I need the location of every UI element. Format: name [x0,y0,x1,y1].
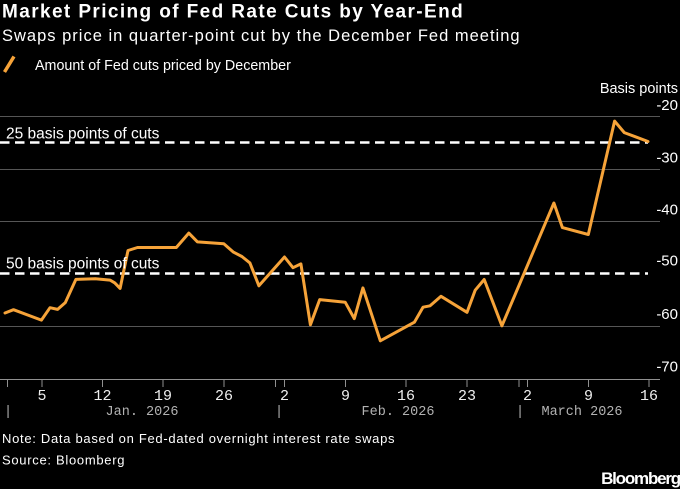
svg-text:-50: -50 [656,253,678,270]
svg-text:-60: -60 [656,306,678,323]
svg-text:Bloomberg: Bloomberg [601,469,680,488]
svg-text:9: 9 [584,388,593,405]
svg-text:Basis points: Basis points [600,81,678,97]
svg-text:-70: -70 [656,359,678,376]
svg-text:-30: -30 [656,150,678,167]
svg-text:16: 16 [397,388,415,405]
svg-text:19: 19 [154,388,172,405]
svg-text:Note: Data based on Fed-dated: Note: Data based on Fed-dated overnight … [2,431,395,446]
svg-text:12: 12 [93,388,111,405]
svg-text:Amount of Fed cuts priced by D: Amount of Fed cuts priced by December [35,58,291,74]
svg-text:Source: Bloomberg: Source: Bloomberg [2,453,125,468]
svg-text:2: 2 [280,388,289,405]
svg-text:16: 16 [640,388,658,405]
svg-text:25 basis points of cuts: 25 basis points of cuts [6,126,160,143]
svg-text:|: | [275,405,283,420]
svg-text:-40: -40 [656,202,678,219]
svg-text:9: 9 [341,388,350,405]
svg-text:2: 2 [523,388,532,405]
svg-text:23: 23 [458,388,476,405]
svg-text:March 2026: March 2026 [541,405,622,420]
svg-text:26: 26 [215,388,233,405]
svg-text:Jan. 2026: Jan. 2026 [106,405,179,420]
svg-text:Feb. 2026: Feb. 2026 [362,405,435,420]
svg-text:-20: -20 [656,97,678,114]
svg-text:50 basis points of cuts: 50 basis points of cuts [6,256,160,273]
svg-text:Swaps price in quarter-point c: Swaps price in quarter-point cut by the … [2,27,521,45]
svg-text:5: 5 [37,388,46,405]
svg-text:|: | [516,405,524,420]
svg-text:|: | [4,405,12,420]
svg-text:Market Pricing of Fed Rate Cut: Market Pricing of Fed Rate Cuts by Year-… [2,2,464,23]
